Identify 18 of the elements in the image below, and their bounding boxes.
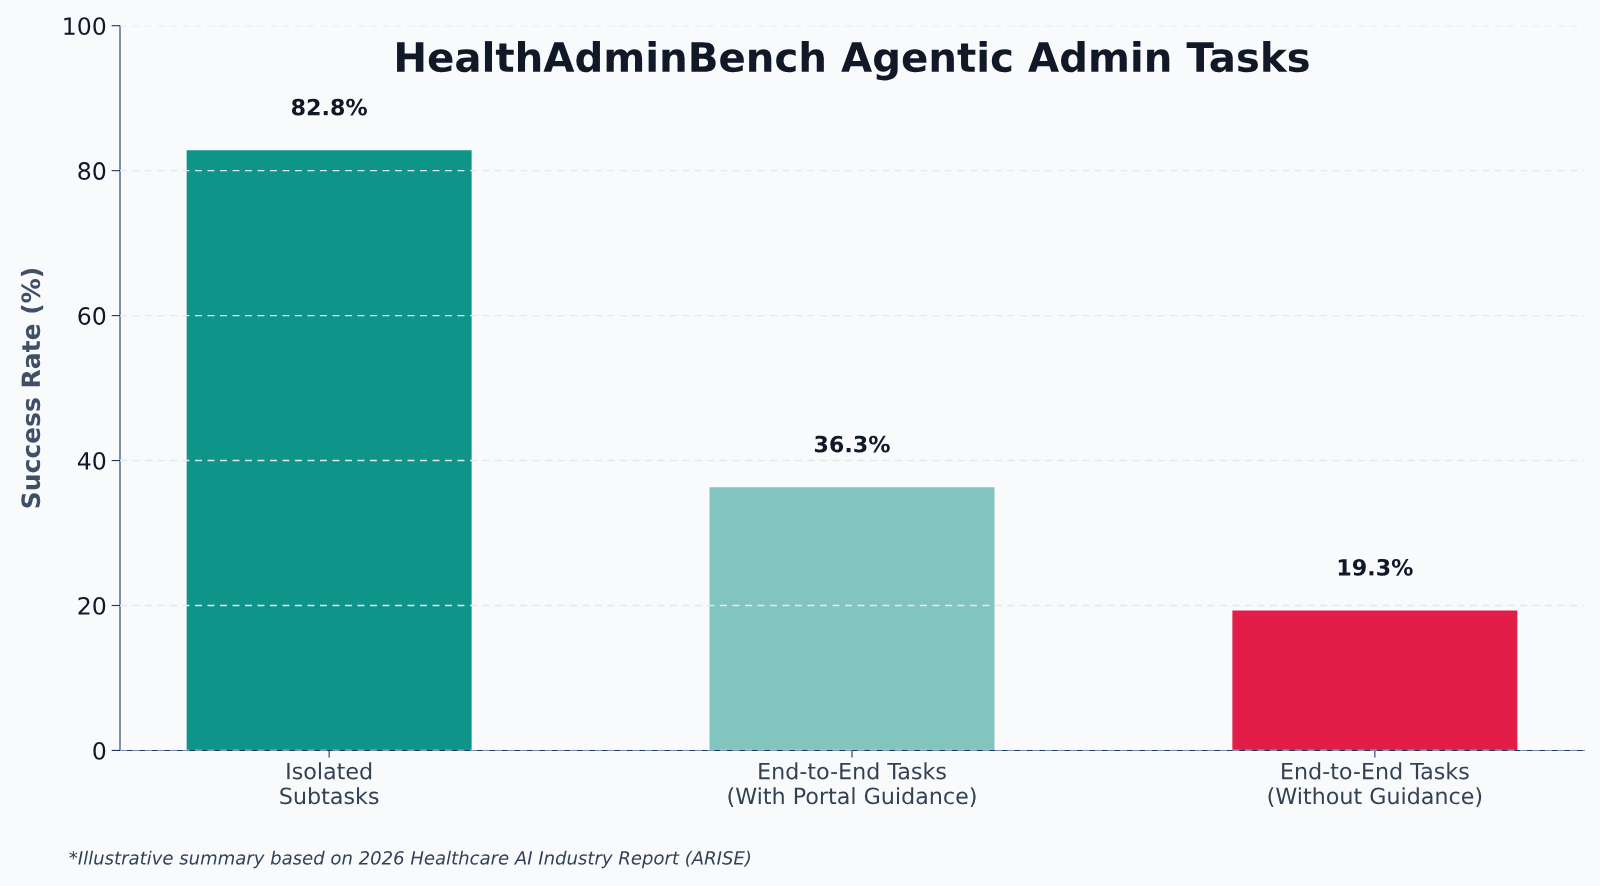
bar — [1232, 610, 1518, 751]
text: *Illustrative summary based on 2026 Healthcare AI Industry Report (ARISE) — [69, 850, 751, 869]
y-tick-label: 0 — [93, 741, 106, 760]
chart-title: HealthAdminBench Agentic Admin Tasks — [397, 41, 1309, 81]
bar — [709, 487, 995, 751]
bar — [186, 150, 472, 751]
data-label: 19.3% — [1338, 558, 1413, 576]
y-axis-title: Success Rate (%) — [20, 268, 44, 508]
x-tick-label: Isolated Subtasks — [280, 762, 379, 805]
x-tick-label: End-to-End Tasks (With Portal Guidance) — [728, 762, 976, 807]
y-tick-label: 40 — [77, 451, 106, 470]
y-tick-label: 80 — [78, 162, 106, 180]
y-tick-label: 60 — [78, 307, 106, 325]
y-tick-label: 100 — [64, 17, 106, 35]
data-label: 36.3% — [814, 435, 890, 453]
y-tick-label: 20 — [78, 596, 106, 615]
x-tick-label: End-to-End Tasks (Without Guidance) — [1268, 762, 1482, 807]
data-label: 82.8% — [291, 98, 367, 116]
